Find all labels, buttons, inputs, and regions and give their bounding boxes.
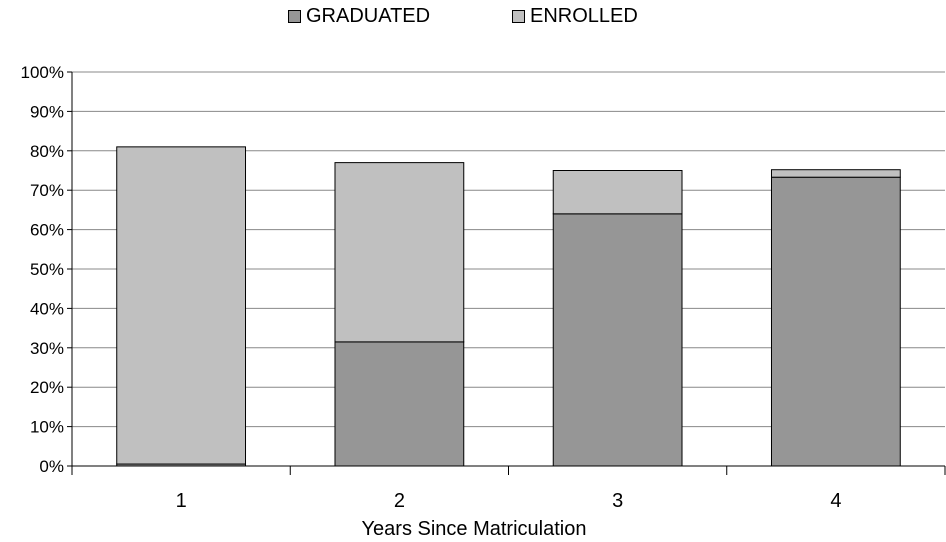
x-tick-label-4: 4 [830,490,841,512]
bar-enrolled-1 [116,146,247,465]
legend-swatch-enrolled [512,10,525,23]
bar-graduated-4 [770,176,901,467]
legend-item-enrolled: ENROLLED [512,5,638,28]
y-tick-label-60: 60% [30,221,64,240]
x-tick-label-1: 1 [176,490,187,512]
axes: 0% 10% 20% 30% 40% 50% 60% 70% 80% 90% 100% 1 2 3 4 [21,63,946,512]
legend-swatch-graduated [288,10,301,23]
bar-enrolled-3 [552,170,683,215]
y-tick-label-10: 10% [30,418,64,437]
y-tick-label-30: 30% [30,339,64,358]
legend-item-graduated: GRADUATED [288,5,430,28]
y-tick-label-50: 50% [30,260,64,279]
y-tick-label-20: 20% [30,378,64,397]
y-tick-label-100: 100% [21,63,64,82]
y-tick-label-90: 90% [30,102,64,121]
bar-enrolled-4 [770,169,901,178]
y-tick-label-80: 80% [30,142,64,161]
legend-label-enrolled: ENROLLED [530,5,638,27]
chart-legend: GRADUATED ENROLLED [0,5,946,33]
x-axis-title: Years Since Matriculation [362,518,587,540]
legend-label-graduated: GRADUATED [306,5,431,27]
y-tick-label-70: 70% [30,181,64,200]
bar-graduated-2 [334,341,465,467]
bars [116,146,901,467]
x-tick-label-2: 2 [394,490,405,512]
x-tick-label-3: 3 [612,490,623,512]
bar-graduated-3 [552,213,683,467]
y-tick-label-0: 0% [39,457,64,476]
y-tick-label-40: 40% [30,299,64,318]
bar-enrolled-2 [334,162,465,343]
